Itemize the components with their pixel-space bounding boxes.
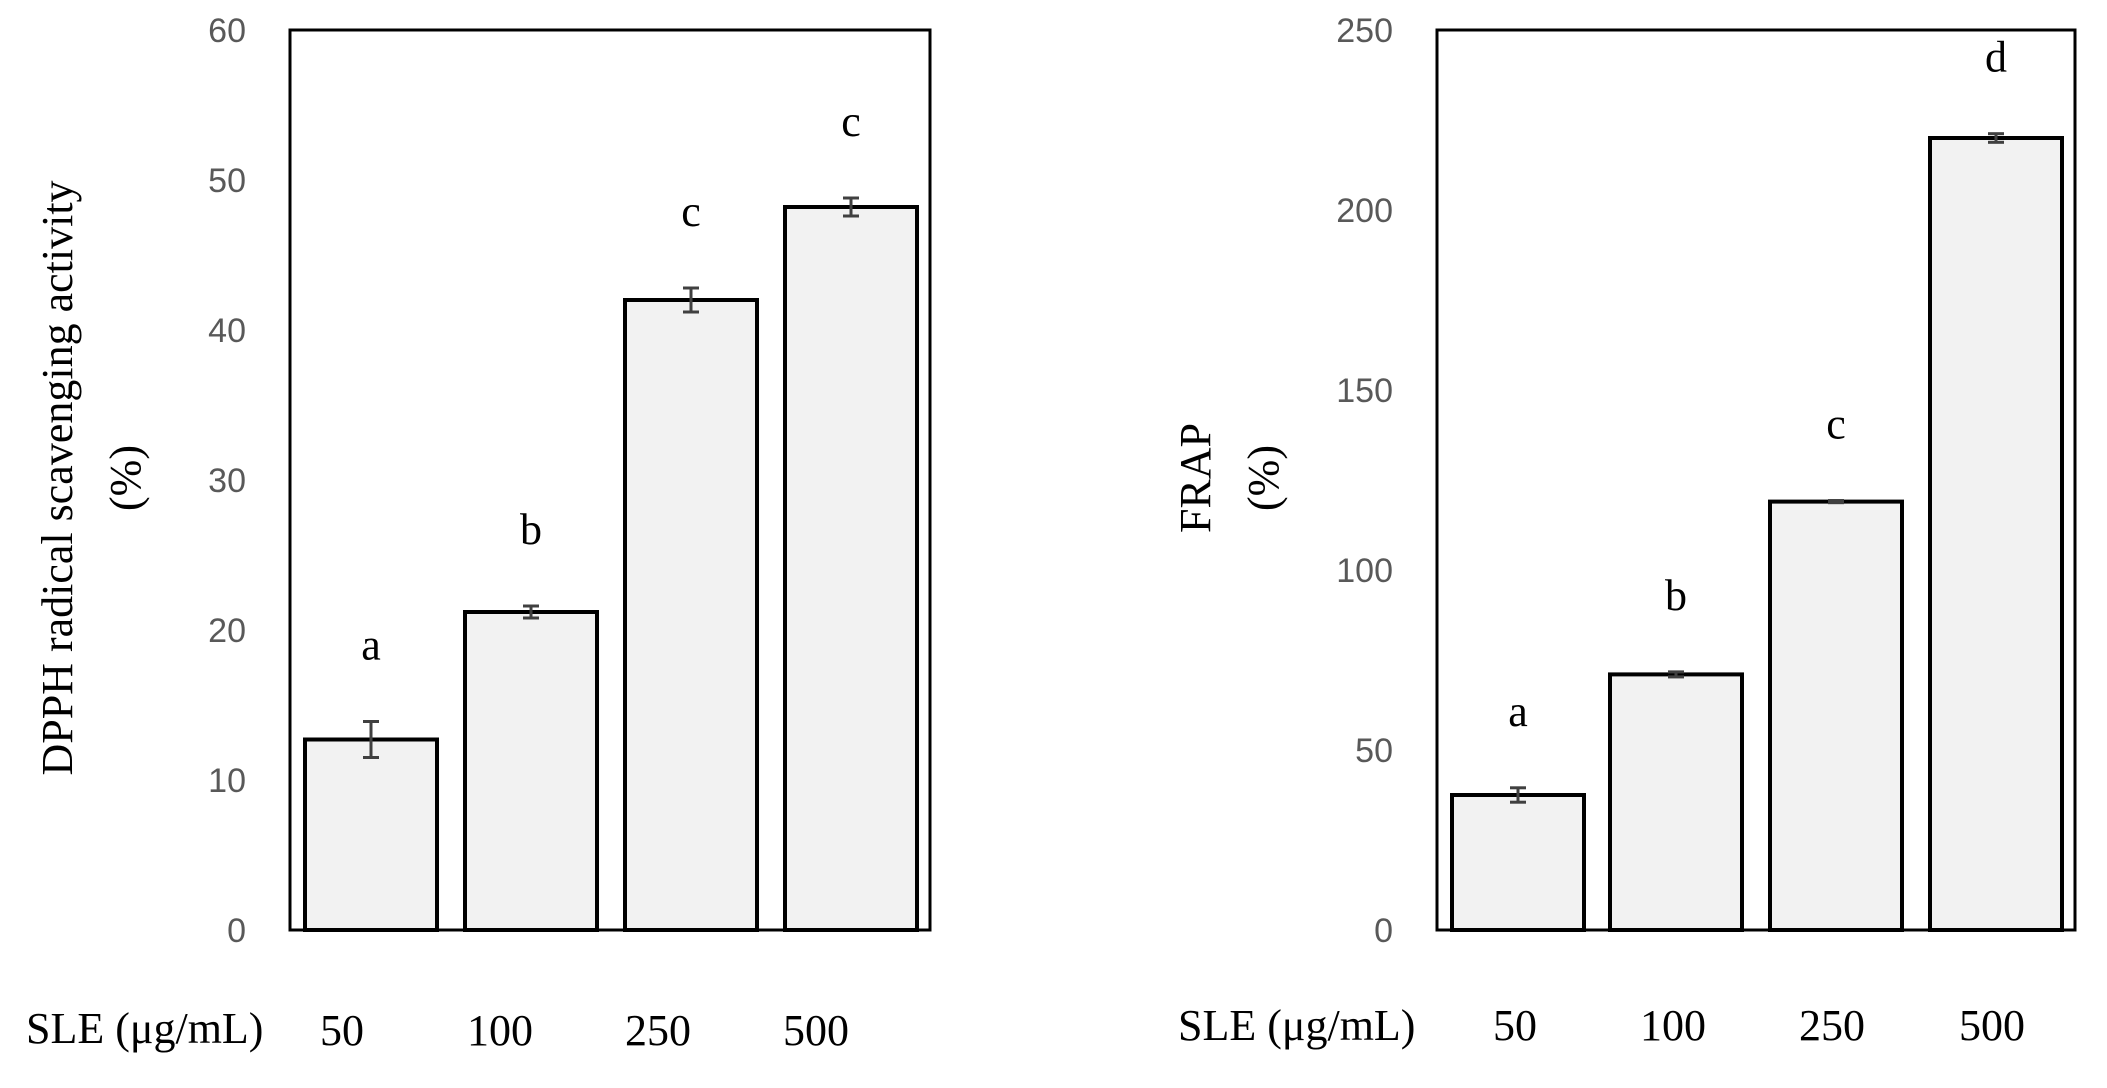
dpph-chart: DPPH radical scavenging activity (%) SLE…: [26, 12, 932, 1055]
dpph-significance-500: c: [841, 97, 861, 146]
frap-y-ticks: 0 50 100 150 200 250: [1336, 12, 1393, 950]
dpph-x-category-100: 100: [467, 1006, 533, 1055]
frap-significance-labels: a b c d: [1508, 33, 2007, 736]
frap-error-bar-500: [1988, 132, 2004, 144]
frap-x-category-500: 500: [1959, 1001, 2025, 1050]
frap-error-bars: [1510, 132, 2004, 804]
dpph-x-axis-label: SLE (μg/mL): [26, 1004, 263, 1053]
dpph-x-category-50: 50: [320, 1006, 364, 1055]
dpph-significance-100: b: [520, 505, 542, 554]
frap-error-bar-100: [1668, 670, 1684, 679]
frap-plot-frame: [1435, 28, 2077, 932]
dpph-bars: [303, 205, 919, 932]
dpph-error-bars: [363, 196, 859, 759]
dpph-bar-50: [303, 737, 439, 932]
dpph-bar-250: [623, 298, 759, 932]
dpph-x-categories: 50 100 250 500: [320, 1006, 849, 1055]
frap-x-category-250: 250: [1799, 1001, 1865, 1050]
frap-x-category-50: 50: [1493, 1001, 1537, 1050]
frap-chart: FRAP (%) SLE (μg/mL) 0 50 100 150 200 250 a b c…: [1171, 12, 2077, 1050]
frap-bar-100: [1608, 672, 1744, 933]
frap-y-tick-label: 50: [1355, 732, 1393, 770]
frap-y-tick-label: 200: [1336, 192, 1393, 230]
dpph-y-axis-unit: (%): [101, 445, 150, 511]
frap-y-tick-label: 100: [1336, 552, 1393, 590]
dpph-error-bar-50: [363, 720, 379, 759]
dpph-y-tick-label: 50: [208, 162, 246, 200]
dpph-y-tick-label: 30: [208, 462, 246, 500]
dpph-significance-50: a: [361, 621, 381, 670]
frap-y-axis-unit: (%): [1239, 445, 1288, 511]
frap-y-axis-label: FRAP: [1171, 423, 1220, 533]
dpph-y-tick-label: 0: [227, 912, 246, 950]
dpph-bar-100: [463, 610, 599, 932]
frap-x-category-100: 100: [1640, 1001, 1706, 1050]
frap-significance-500: d: [1985, 33, 2007, 82]
frap-y-tick-label: 250: [1336, 12, 1393, 50]
frap-error-bar-50: [1510, 786, 1526, 804]
dpph-error-bar-250: [683, 286, 699, 314]
dpph-error-bar-500: [843, 196, 859, 218]
dpph-plot-frame: [288, 28, 932, 932]
frap-y-tick-label: 150: [1336, 372, 1393, 410]
dpph-y-tick-label: 20: [208, 612, 246, 650]
dpph-x-category-500: 500: [783, 1006, 849, 1055]
dpph-y-ticks: 0 10 20 30 40 50 60: [208, 12, 246, 950]
dpph-significance-labels: a b c c: [361, 97, 861, 670]
dpph-y-tick-label: 10: [208, 762, 246, 800]
frap-x-axis-label: SLE (μg/mL): [1178, 1001, 1415, 1050]
dpph-y-axis-label: DPPH radical scavenging activity: [33, 180, 82, 775]
frap-bar-500: [1928, 136, 2064, 932]
frap-error-bar-250: [1828, 499, 1844, 505]
frap-y-tick-label: 0: [1374, 912, 1393, 950]
frap-x-categories: 50 100 250 500: [1493, 1001, 2025, 1050]
dpph-significance-250: c: [681, 187, 701, 236]
dpph-bar-500: [783, 205, 919, 932]
frap-significance-50: a: [1508, 687, 1528, 736]
dpph-error-bar-100: [523, 604, 539, 620]
frap-significance-250: c: [1826, 400, 1846, 449]
frap-significance-100: b: [1665, 571, 1687, 620]
dpph-y-tick-label: 40: [208, 312, 246, 350]
dpph-y-tick-label: 60: [208, 12, 246, 50]
dpph-x-category-250: 250: [625, 1006, 691, 1055]
frap-bar-50: [1450, 793, 1586, 932]
frap-bars: [1450, 136, 2064, 933]
frap-bar-250: [1768, 499, 1904, 932]
